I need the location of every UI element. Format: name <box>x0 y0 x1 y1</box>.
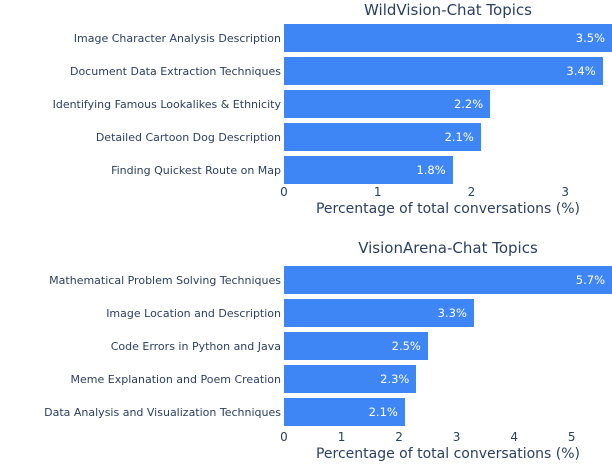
x-tick-label: 1 <box>373 185 382 199</box>
chart-title: VisionArena-Chat Topics <box>358 239 538 257</box>
bar-track: 1.8% <box>284 156 612 184</box>
x-axis-label: Percentage of total conversations (%) <box>315 446 581 462</box>
x-axis-label: Percentage of total conversations (%) <box>315 201 581 217</box>
category-label: Data Analysis and Visualization Techniqu… <box>44 405 281 419</box>
bar-track: 2.2% <box>284 90 612 118</box>
bar[interactable]: 2.1% <box>284 123 481 151</box>
category-label: Code Errors in Python and Java <box>110 339 281 353</box>
category-label: Detailed Cartoon Dog Description <box>95 130 281 144</box>
bar-row: Code Errors in Python and Java 2.5% <box>0 332 612 360</box>
bar-track: 2.5% <box>284 332 612 360</box>
bar-row: Finding Quickest Route on Map 1.8% <box>0 156 612 184</box>
x-axis-ticks: 0 1 2 3 4 5 <box>280 430 612 444</box>
bar-row: Image Location and Description 3.3% <box>0 299 612 327</box>
chart-title: WildVision-Chat Topics <box>364 1 532 19</box>
bar-value-label: 2.1% <box>368 405 398 419</box>
bar-value-label: 2.3% <box>380 372 410 386</box>
category-label: Image Character Analysis Description <box>73 31 281 45</box>
x-tick-label: 0 <box>280 430 288 444</box>
x-tick-label: 4 <box>510 430 518 444</box>
bar-value-label: 3.5% <box>575 31 605 45</box>
bar-track: 3.3% <box>284 299 612 327</box>
wildvision-chart: WildVision-Chat Topics Image Character A… <box>0 1 612 217</box>
bar[interactable]: 2.2% <box>284 90 491 118</box>
bar-value-label: 1.8% <box>416 163 446 177</box>
bar-rows: Image Character Analysis Description 3.5%… <box>0 24 612 189</box>
x-tick-label: 2 <box>395 430 403 444</box>
bar[interactable]: 2.5% <box>284 332 428 360</box>
category-label: Mathematical Problem Solving Techniques <box>49 273 281 287</box>
category-label: Finding Quickest Route on Map <box>111 163 281 177</box>
bar-value-label: 5.7% <box>575 273 605 287</box>
bar-row: Identifying Famous Lookalikes & Ethnicit… <box>0 90 612 118</box>
x-tick-label: 3 <box>452 430 461 444</box>
bar[interactable]: 2.1% <box>284 398 405 426</box>
bar-row: Document Data Extraction Techniques 3.4% <box>0 57 612 85</box>
bar[interactable]: 1.8% <box>284 156 453 184</box>
bar-value-label: 2.5% <box>391 339 421 353</box>
x-tick-label: 0 <box>280 185 288 199</box>
bar-value-label: 2.2% <box>453 97 484 111</box>
bar-row: Data Analysis and Visualization Techniqu… <box>0 398 612 426</box>
bar[interactable]: 3.3% <box>284 299 474 327</box>
x-tick-label: 3 <box>561 185 569 199</box>
category-label: Document Data Extraction Techniques <box>69 64 281 78</box>
bar[interactable]: 2.3% <box>284 365 417 393</box>
bar-row: Image Character Analysis Description 3.5% <box>0 24 612 52</box>
x-tick-label: 1 <box>337 430 346 444</box>
bar-track: 2.1% <box>284 123 612 151</box>
x-tick-label: 2 <box>467 185 476 199</box>
bar-track: 2.3% <box>284 365 612 393</box>
bar-row: Mathematical Problem Solving Techniques 5… <box>0 266 612 294</box>
x-tick-label: 5 <box>567 430 576 444</box>
visionarena-chart: VisionArena-Chat Topics Mathematical Pro… <box>0 233 612 466</box>
category-label: Meme Explanation and Poem Creation <box>70 372 281 386</box>
category-label: Image Location and Description <box>106 306 281 320</box>
bar-track: 3.5% <box>284 24 612 52</box>
category-label: Identifying Famous Lookalikes & Ethnicit… <box>52 97 281 111</box>
bar[interactable]: 3.5% <box>284 24 612 52</box>
bar-track: 5.7% <box>284 266 612 294</box>
bar[interactable]: 3.4% <box>284 57 603 85</box>
bar-rows: Mathematical Problem Solving Techniques 5… <box>0 266 612 431</box>
bar[interactable]: 5.7% <box>284 266 612 294</box>
bar-row: Meme Explanation and Poem Creation 2.3% <box>0 365 612 393</box>
bar-track: 2.1% <box>284 398 612 426</box>
bar-row: Detailed Cartoon Dog Description 2.1% <box>0 123 612 151</box>
bar-value-label: 3.3% <box>437 306 467 320</box>
bar-value-label: 3.4% <box>566 64 596 78</box>
bar-track: 3.4% <box>284 57 612 85</box>
bar-value-label: 2.1% <box>444 130 474 144</box>
x-axis-ticks: 0 1 2 3 <box>280 185 612 199</box>
